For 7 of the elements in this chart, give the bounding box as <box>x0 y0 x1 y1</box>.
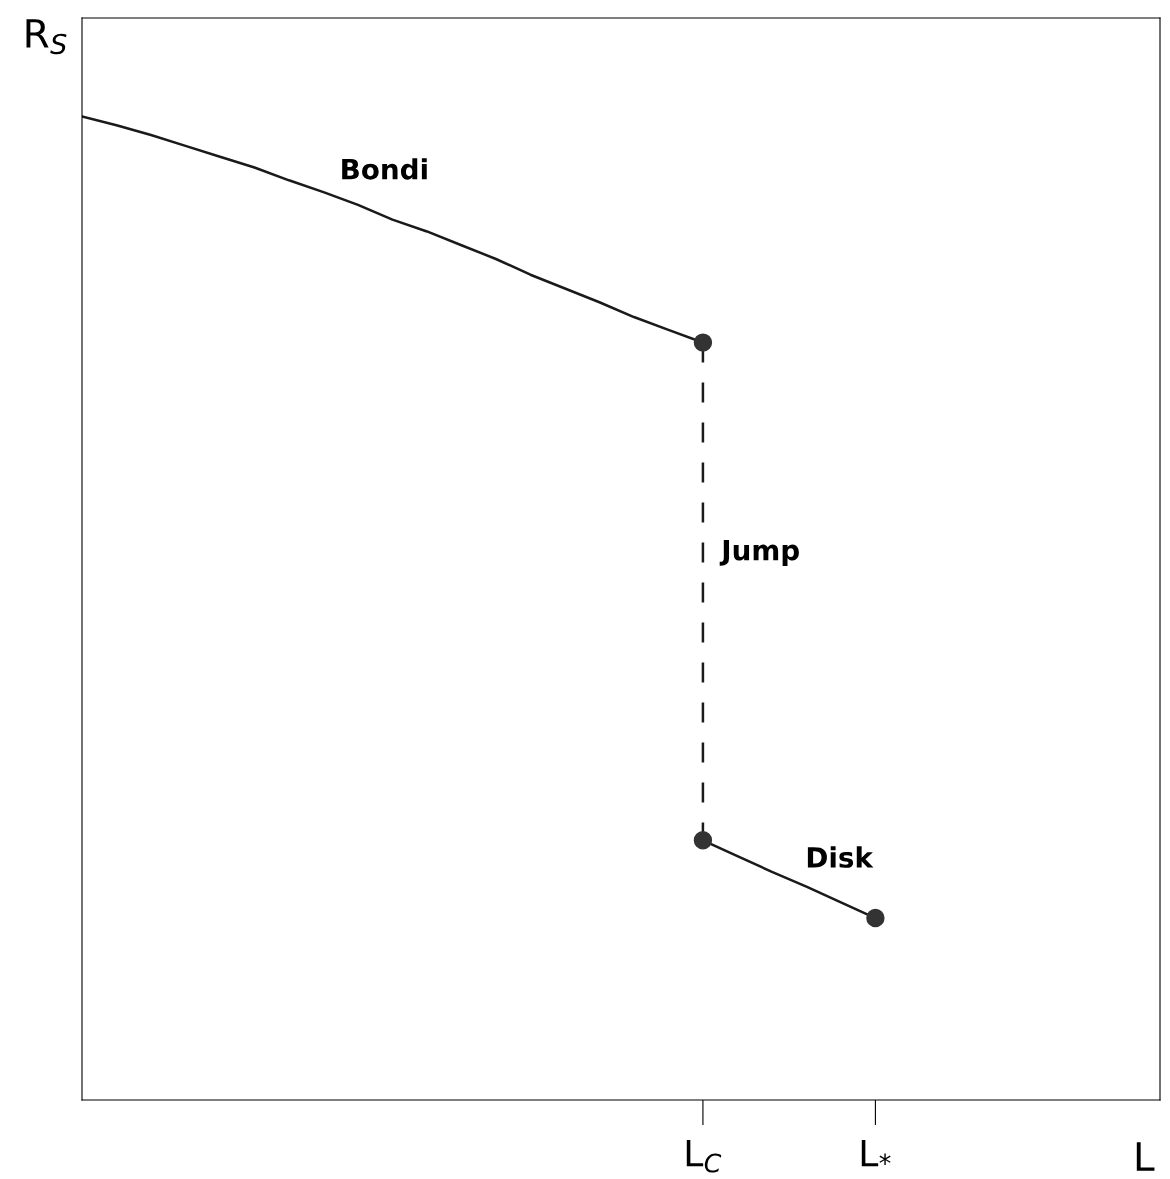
annotation: Jump <box>719 539 799 566</box>
y-axis-title: R$_{S}$ <box>26 19 67 55</box>
x-axis-title: L <box>1136 1142 1155 1171</box>
x-tick-label: L$_{*}$ <box>861 1139 891 1167</box>
annotation: Disk <box>807 846 874 868</box>
x-tick-label: L$_{C}$ <box>686 1139 722 1173</box>
annotation: Bondi <box>342 158 427 180</box>
